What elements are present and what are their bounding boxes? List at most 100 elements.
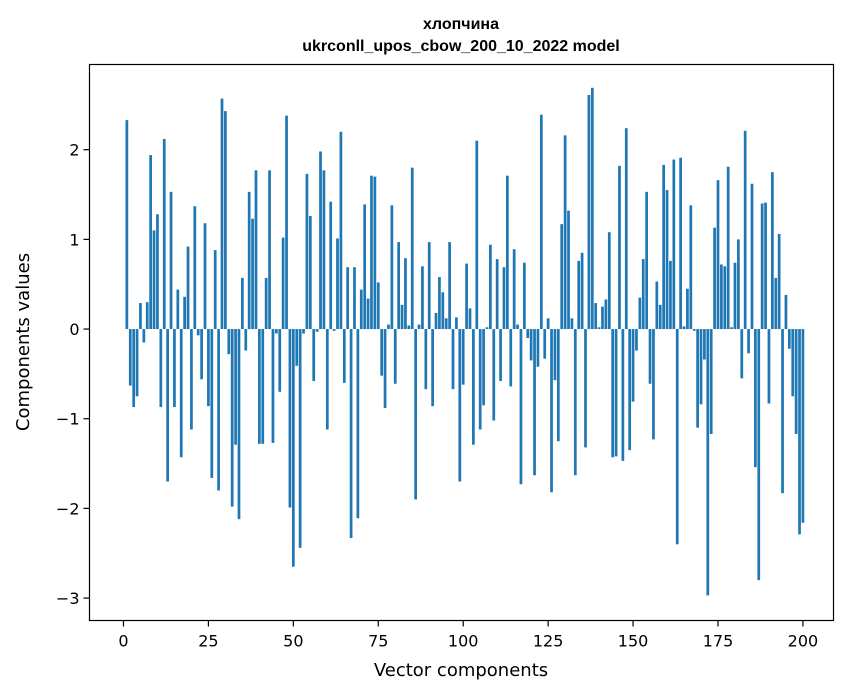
- bar-154: [645, 191, 649, 330]
- bar-63: [336, 238, 339, 330]
- bar-96: [448, 242, 451, 330]
- bar-10: [156, 214, 159, 330]
- bar-109: [492, 329, 496, 421]
- bar-192: [774, 277, 778, 330]
- bar-28: [217, 329, 220, 491]
- bar-19: [186, 246, 190, 330]
- bar-155: [648, 329, 652, 384]
- bar-163: [675, 329, 679, 545]
- bar-115: [512, 249, 516, 330]
- bar-106: [482, 329, 485, 406]
- y-axis-label: Components values: [13, 253, 34, 431]
- bar-59: [322, 170, 326, 330]
- bar-20: [190, 329, 193, 430]
- bar-99: [458, 329, 462, 482]
- bar-162: [672, 159, 676, 330]
- bar-30: [224, 111, 227, 330]
- bar-93: [438, 277, 441, 330]
- bar-61: [329, 201, 333, 330]
- bar-69: [356, 329, 360, 519]
- bar-171: [703, 329, 706, 360]
- bar-200: [801, 329, 805, 523]
- bar-56: [312, 329, 316, 382]
- bar-160: [665, 190, 669, 330]
- chart-title-line1: хлопчина: [423, 16, 499, 33]
- bar-55: [308, 216, 312, 330]
- bar-18: [183, 296, 186, 330]
- bar-90: [427, 242, 431, 330]
- x-tick-label: 175: [703, 632, 734, 651]
- bar-165: [682, 326, 686, 330]
- bar-35: [241, 277, 244, 330]
- bar-77: [383, 329, 387, 408]
- bar-108: [489, 244, 492, 330]
- bar-40: [258, 329, 261, 444]
- bar-80: [393, 329, 397, 384]
- bar-168: [692, 329, 696, 331]
- x-tick-label: 200: [788, 632, 819, 651]
- bar-102: [468, 308, 472, 330]
- bar-189: [764, 202, 767, 330]
- bar-82: [400, 304, 404, 330]
- bar-111: [499, 329, 502, 382]
- bar-161: [669, 260, 672, 330]
- bar-188: [760, 203, 764, 330]
- bar-134: [577, 260, 581, 330]
- bar-127: [553, 329, 557, 381]
- bar-33: [234, 329, 237, 445]
- bar-81: [397, 242, 401, 330]
- bar-73: [370, 175, 373, 330]
- bar-177: [723, 266, 727, 330]
- bar-196: [787, 329, 791, 349]
- bar-186: [754, 329, 757, 468]
- bar-14: [169, 191, 173, 330]
- bar-195: [784, 294, 788, 330]
- bar-87: [417, 324, 421, 330]
- x-tick-label: 25: [198, 632, 218, 651]
- bar-57: [315, 329, 319, 332]
- bar-49: [288, 329, 292, 508]
- bar-48: [285, 115, 288, 330]
- bar-133: [573, 329, 577, 476]
- bar-144: [611, 329, 615, 458]
- bar-157: [655, 281, 659, 330]
- bar-174: [713, 227, 716, 330]
- bar-72: [366, 298, 370, 330]
- x-tick-label: 0: [118, 632, 128, 651]
- bar-78: [387, 324, 390, 330]
- bar-65: [342, 329, 346, 383]
- bar-105: [478, 329, 482, 430]
- bar-187: [757, 329, 761, 581]
- bar-5: [139, 303, 142, 330]
- bar-117: [519, 329, 523, 485]
- bar-113: [506, 175, 509, 330]
- bar-41: [261, 329, 265, 444]
- bar-9: [152, 230, 156, 330]
- bar-32: [230, 329, 234, 507]
- chart-title-line2: ukrconll_upos_cbow_200_10_2022 model: [302, 38, 619, 55]
- bar-140: [597, 327, 601, 330]
- bar-125: [546, 318, 550, 330]
- bar-11: [159, 329, 163, 408]
- bar-70: [359, 289, 363, 330]
- bar-149: [628, 329, 632, 451]
- bar-1: [125, 120, 129, 330]
- bar-53: [302, 329, 305, 334]
- bar-116: [516, 324, 519, 330]
- y-tick-label: 0: [69, 320, 79, 339]
- bar-132: [570, 318, 574, 330]
- bar-98: [455, 317, 458, 330]
- bar-71: [363, 204, 367, 330]
- bar-62: [332, 329, 336, 331]
- bar-103: [472, 329, 475, 445]
- bar-152: [638, 297, 642, 330]
- x-tick-label: 125: [533, 632, 564, 651]
- bar-147: [621, 329, 625, 461]
- bar-88: [421, 266, 424, 330]
- bar-39: [254, 170, 258, 330]
- bar-137: [587, 94, 591, 330]
- bar-153: [641, 259, 645, 330]
- bar-199: [798, 329, 801, 535]
- bar-145: [614, 329, 618, 457]
- bar-84: [407, 325, 411, 330]
